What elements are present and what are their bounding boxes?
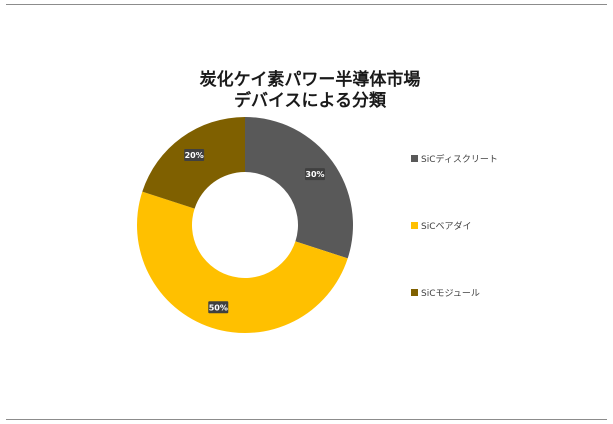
legend-swatch-discrete — [411, 155, 418, 162]
chart-title: 炭化ケイ素パワー半導体市場 デバイスによる分類 — [120, 70, 500, 112]
legend-item-discrete: SiCディスクリート — [411, 152, 498, 165]
chart-title-line-1: 炭化ケイ素パワー半導体市場 — [199, 70, 421, 90]
bottom-divider — [6, 419, 607, 420]
data-label-box-discrete — [304, 168, 325, 181]
data-label-box-module — [184, 149, 205, 162]
legend-label-module: SiCモジュール — [421, 289, 480, 299]
legend-label-bare-die: SiCベアダイ — [421, 222, 472, 232]
legend-swatch-module — [411, 289, 418, 296]
chart-title-line-2: デバイスによる分類 — [234, 91, 386, 111]
slice-module — [142, 117, 245, 209]
data-label-text-bare-die: 50% — [209, 303, 228, 312]
data-label-text-discrete: 30% — [305, 170, 324, 179]
top-divider — [6, 4, 607, 5]
legend-item-module: SiCモジュール — [411, 286, 480, 299]
data-label-box-bare-die — [208, 301, 229, 314]
data-label-module: 20% — [184, 149, 205, 162]
data-label-discrete: 30% — [304, 168, 325, 181]
legend-swatch-bare-die — [411, 222, 418, 229]
slice-discrete — [245, 117, 353, 259]
data-label-text-module: 20% — [185, 151, 204, 160]
legend-item-bare-die: SiCベアダイ — [411, 219, 472, 232]
slice-bare-die — [136, 191, 348, 333]
legend-label-discrete: SiCディスクリート — [421, 155, 498, 165]
data-label-bare-die: 50% — [208, 301, 229, 314]
